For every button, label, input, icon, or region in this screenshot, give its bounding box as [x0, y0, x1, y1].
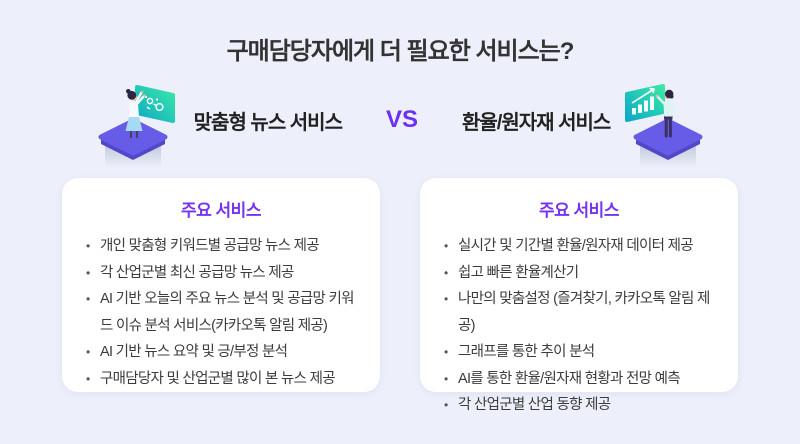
fx-service-card: 주요 서비스 실시간 및 기간별 환율/원자재 데이터 제공 쉽고 빠른 환율계…	[420, 178, 738, 418]
fx-service-feature-list: 실시간 및 기간별 환율/원자재 데이터 제공 쉽고 빠른 환율계산기 나만의 …	[441, 233, 717, 419]
list-item: 나만의 맞춤설정 (즐겨찾기, 카카오톡 알림 제공)	[441, 286, 717, 339]
vs-label: VS	[385, 106, 418, 133]
card-heading: 주요 서비스	[539, 201, 619, 220]
list-item: 구매담당자 및 산업군별 많이 본 뉴스 제공	[83, 366, 359, 393]
list-item: 각 산업군별 산업 동향 제공	[441, 392, 717, 419]
list-item: AI 기반 오늘의 주요 뉴스 분석 및 공급망 키워드 이슈 분석 서비스(카…	[83, 286, 359, 339]
versus-header-row: 맞춤형 뉴스 서비스 VS 환율/원자재 서비스	[0, 70, 800, 170]
fx-service-illustration-icon	[625, 83, 703, 168]
person-figure	[656, 89, 677, 137]
list-item: AI 기반 뉴스 요약 및 긍/부정 분석	[83, 339, 359, 366]
list-item: AI를 통한 환율/원자재 현황과 전망 예측	[441, 366, 717, 393]
rising-arrow-glyph	[631, 87, 656, 104]
news-glyphs	[144, 95, 164, 111]
bar-chart-glyph	[632, 96, 655, 114]
list-item: 개인 맞춤형 키워드별 공급망 뉴스 제공	[83, 233, 359, 260]
list-item: 실시간 및 기간별 환율/원자재 데이터 제공	[441, 233, 717, 260]
platform-shadow	[104, 142, 161, 168]
platform	[633, 118, 703, 160]
news-service-card: 주요 서비스 개인 맞춤형 키워드별 공급망 뉴스 제공 각 산업군별 최신 공…	[62, 178, 380, 392]
left-service-label: 맞춤형 뉴스 서비스	[193, 111, 343, 134]
person-figure	[125, 88, 146, 138]
list-item: 그래프를 통한 추이 분석	[441, 339, 717, 366]
service-cards-row: 주요 서비스 개인 맞춤형 키워드별 공급망 뉴스 제공 각 산업군별 최신 공…	[0, 178, 800, 418]
page-title: 구매담당자에게 더 필요한 서비스는?	[226, 38, 575, 65]
chart-screen	[625, 83, 666, 122]
platform	[98, 118, 168, 160]
card-heading: 주요 서비스	[181, 201, 261, 220]
right-service-label: 환율/원자재 서비스	[462, 111, 611, 134]
news-service-feature-list: 개인 맞춤형 키워드별 공급망 뉴스 제공 각 산업군별 최신 공급망 뉴스 제…	[83, 233, 359, 392]
platform-shadow	[640, 142, 697, 168]
list-item: 쉽고 빠른 환율계산기	[441, 260, 717, 287]
news-service-illustration-icon	[98, 84, 175, 168]
list-item: 각 산업군별 최신 공급망 뉴스 제공	[83, 260, 359, 287]
